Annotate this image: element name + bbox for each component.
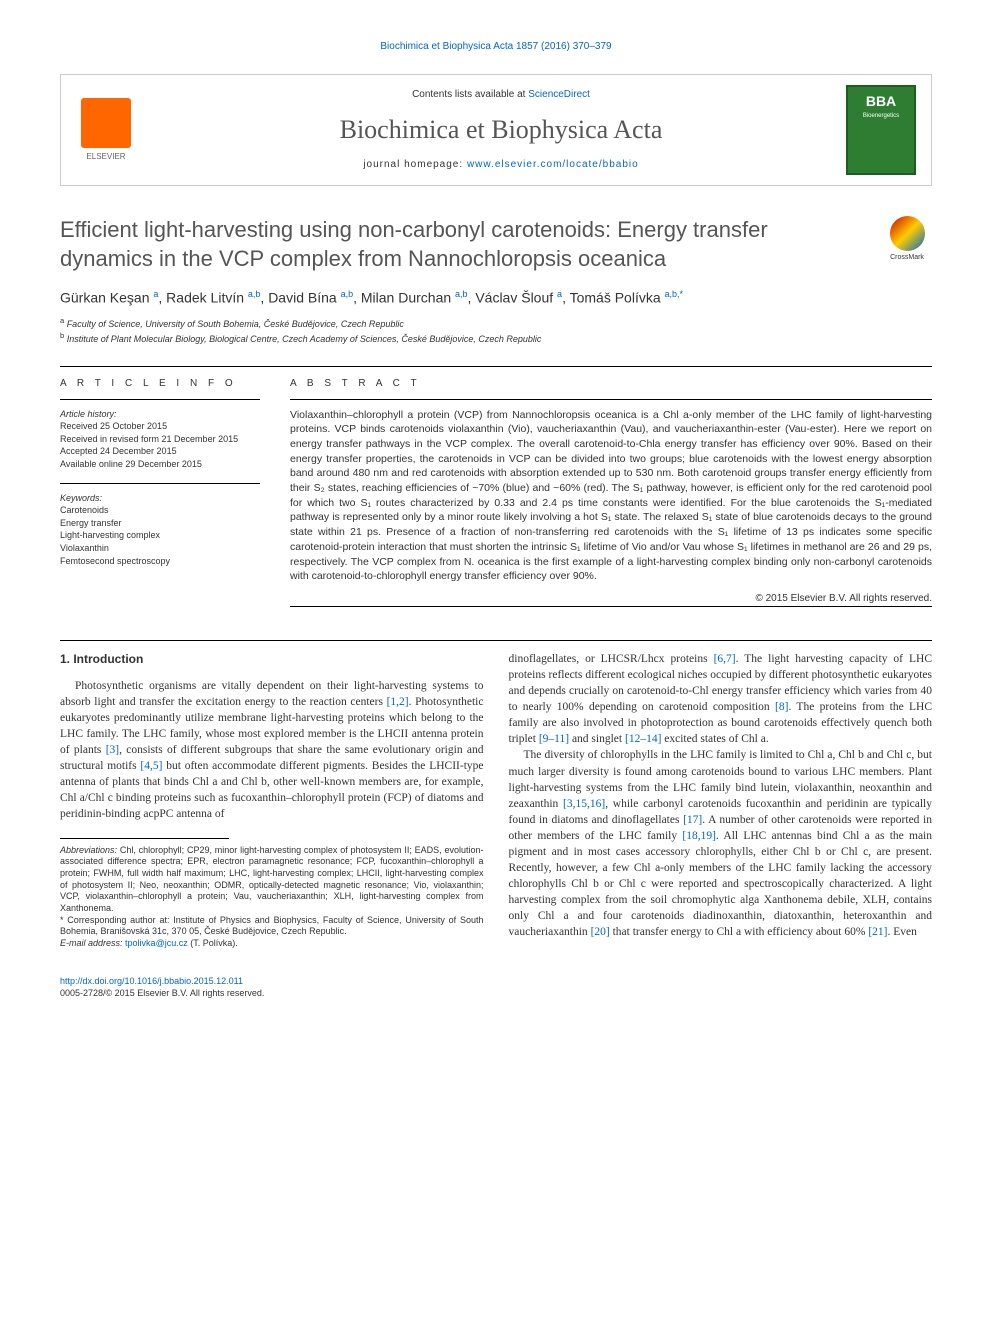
- article-history: Article history: Received 25 October 201…: [60, 408, 260, 471]
- authors-list: Gürkan Keşan a, Radek Litvín a,b, David …: [60, 288, 932, 308]
- journal-header: ELSEVIER Contents lists available at Sci…: [60, 74, 932, 186]
- crossmark-icon: [890, 216, 925, 251]
- ref-link[interactable]: [3,15,16]: [563, 798, 605, 810]
- footnotes: Abbreviations: Chl, chlorophyll; CP29, m…: [60, 845, 484, 950]
- received-date: Received 25 October 2015: [60, 420, 260, 433]
- crossmark-label: CrossMark: [890, 253, 924, 263]
- ref-link[interactable]: [9–11]: [539, 733, 569, 745]
- sciencedirect-link[interactable]: ScienceDirect: [528, 89, 590, 100]
- ref-link[interactable]: [4,5]: [140, 760, 162, 772]
- elsevier-tree-icon: [81, 98, 131, 148]
- article-info-heading: A R T I C L E I N F O: [60, 377, 260, 391]
- info-divider: [60, 399, 260, 400]
- abstract-copyright: © 2015 Elsevier B.V. All rights reserved…: [290, 592, 932, 606]
- ref-link[interactable]: [8]: [775, 701, 788, 713]
- accepted-date: Accepted 24 December 2015: [60, 445, 260, 458]
- abstract-divider: [290, 399, 932, 400]
- bba-sublabel: Bioenergetics: [863, 112, 899, 120]
- elsevier-label: ELSEVIER: [86, 151, 125, 162]
- ref-link[interactable]: [12–14]: [625, 733, 661, 745]
- ref-link[interactable]: [1,2]: [387, 696, 409, 708]
- ref-link[interactable]: [18,19]: [682, 830, 716, 842]
- issn-copyright: 0005-2728/© 2015 Elsevier B.V. All right…: [60, 987, 932, 1000]
- email-link[interactable]: tpolivka@jcu.cz: [125, 938, 188, 948]
- email-footnote: E-mail address: tpolivka@jcu.cz (T. Polí…: [60, 938, 484, 950]
- intro-para-3: The diversity of chlorophylls in the LHC…: [509, 747, 933, 940]
- abbreviations-footnote: Abbreviations: Chl, chlorophyll; CP29, m…: [60, 845, 484, 915]
- keyword: Light-harvesting complex: [60, 529, 260, 542]
- info-divider: [60, 483, 260, 484]
- revised-date: Received in revised form 21 December 201…: [60, 433, 260, 446]
- affiliation-b: b Institute of Plant Molecular Biology, …: [60, 331, 932, 346]
- divider: [60, 366, 932, 367]
- ref-link[interactable]: [17]: [683, 814, 702, 826]
- crossmark-badge[interactable]: CrossMark: [882, 216, 932, 266]
- keywords-block: Keywords: Carotenoids Energy transfer Li…: [60, 492, 260, 568]
- corresponding-footnote: * Corresponding author at: Institute of …: [60, 915, 484, 938]
- journal-name: Biochimica et Biophysica Acta: [156, 112, 846, 148]
- body-text: 1. Introduction Photosynthetic organisms…: [60, 651, 932, 950]
- keyword: Energy transfer: [60, 517, 260, 530]
- homepage-prefix: journal homepage:: [363, 159, 467, 170]
- bba-label: BBA: [866, 92, 896, 112]
- journal-homepage: journal homepage: www.elsevier.com/locat…: [156, 158, 846, 172]
- journal-citation: Biochimica et Biophysica Acta 1857 (2016…: [60, 40, 932, 54]
- keywords-label: Keywords:: [60, 492, 260, 505]
- ref-link[interactable]: [20]: [591, 926, 610, 938]
- page-footer: http://dx.doi.org/10.1016/j.bbabio.2015.…: [60, 975, 932, 1000]
- article-title: Efficient light-harvesting using non-car…: [60, 216, 862, 273]
- doi-link[interactable]: http://dx.doi.org/10.1016/j.bbabio.2015.…: [60, 976, 243, 986]
- elsevier-logo: ELSEVIER: [76, 95, 136, 165]
- intro-para-2: dinoflagellates, or LHCSR/Lhcx proteins …: [509, 651, 933, 748]
- history-label: Article history:: [60, 408, 260, 421]
- homepage-link[interactable]: www.elsevier.com/locate/bbabio: [467, 159, 639, 170]
- ref-link[interactable]: [21]: [868, 926, 887, 938]
- article-info-column: A R T I C L E I N F O Article history: R…: [60, 377, 260, 615]
- keyword: Femtosecond spectroscopy: [60, 555, 260, 568]
- keyword: Carotenoids: [60, 504, 260, 517]
- abstract-text: Violaxanthin–chlorophyll a protein (VCP)…: [290, 408, 932, 584]
- abstract-column: A B S T R A C T Violaxanthin–chlorophyll…: [290, 377, 932, 615]
- contents-available: Contents lists available at ScienceDirec…: [156, 88, 846, 102]
- info-abstract-row: A R T I C L E I N F O Article history: R…: [60, 377, 932, 615]
- intro-para-1: Photosynthetic organisms are vitally dep…: [60, 678, 484, 823]
- contents-prefix: Contents lists available at: [412, 89, 528, 100]
- abstract-bottom-divider: [290, 606, 932, 607]
- online-date: Available online 29 December 2015: [60, 458, 260, 471]
- section-heading: 1. Introduction: [60, 651, 484, 668]
- bba-cover-logo: BBA Bioenergetics: [846, 85, 916, 175]
- footnote-divider: [60, 838, 229, 839]
- keyword: Violaxanthin: [60, 542, 260, 555]
- body-divider: [60, 640, 932, 641]
- title-row: Efficient light-harvesting using non-car…: [60, 216, 932, 273]
- ref-link[interactable]: [6,7]: [714, 653, 736, 665]
- header-center: Contents lists available at ScienceDirec…: [156, 88, 846, 172]
- affiliation-a: a Faculty of Science, University of Sout…: [60, 316, 932, 331]
- abstract-heading: A B S T R A C T: [290, 377, 932, 391]
- affiliations: a Faculty of Science, University of Sout…: [60, 316, 932, 345]
- ref-link[interactable]: [3]: [106, 744, 119, 756]
